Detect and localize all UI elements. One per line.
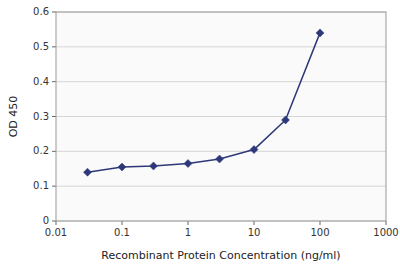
x-tick [320, 221, 321, 225]
chart-svg: 0 0.1 0.2 0.3 0.4 0.5 0.6 0.01 0.1 1 10 100 1000 Reco… [0, 0, 400, 267]
chart-container: 0 0.1 0.2 0.3 0.4 0.5 0.6 0.01 0.1 1 10 100 1000 Reco… [0, 0, 400, 267]
y-tick-label: 0.6 [33, 6, 49, 17]
data-point [149, 162, 157, 170]
x-tick [254, 221, 255, 225]
data-line [87, 33, 320, 172]
x-tick-label: 0.01 [45, 227, 67, 238]
y-tick-label: 0.5 [33, 41, 49, 52]
y-tick-label: 0.4 [33, 76, 49, 87]
y-tick-label: 0.3 [33, 111, 49, 122]
y-tick [52, 116, 56, 117]
y-tick-label: 0.2 [33, 145, 49, 156]
x-tick [122, 221, 123, 225]
y-tick [52, 186, 56, 187]
data-point [118, 163, 126, 171]
x-tick [188, 221, 189, 225]
y-grid-line [56, 186, 386, 187]
data-point [250, 146, 258, 154]
plot-background [56, 12, 386, 221]
x-axis-label: Recombinant Protein Concentration (ng/ml… [101, 249, 340, 262]
data-point [281, 116, 289, 124]
x-tick-label: 10 [248, 227, 261, 238]
x-tick-label: 1000 [373, 227, 398, 238]
y-grid-line [56, 81, 386, 82]
x-tick-label: 1 [185, 227, 191, 238]
y-tick [52, 81, 56, 82]
data-point [184, 160, 192, 168]
data-layer [83, 29, 324, 176]
x-tick-label: 0.1 [114, 227, 130, 238]
y-tick-label: 0 [43, 215, 49, 226]
y-tick [52, 151, 56, 152]
y-grid-line [56, 151, 386, 152]
axes: 0 0.1 0.2 0.3 0.4 0.5 0.6 0.01 0.1 1 10 100 1000 [33, 6, 399, 238]
y-grid-line [56, 116, 386, 117]
y-tick [52, 12, 56, 13]
data-point [316, 29, 324, 37]
y-tick [52, 221, 56, 222]
y-grid-line [56, 46, 386, 47]
plot-frame [56, 12, 386, 221]
x-tick-label: 100 [310, 227, 329, 238]
y-tick [52, 46, 56, 47]
x-tick [56, 221, 57, 225]
x-tick [386, 221, 387, 225]
data-point [83, 168, 91, 176]
data-point [215, 155, 223, 163]
y-axis-label: OD 450 [7, 96, 20, 138]
y-tick-label: 0.1 [33, 180, 49, 191]
